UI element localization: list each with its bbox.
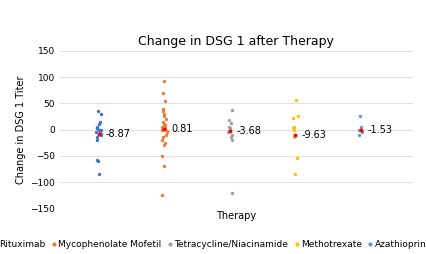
- Point: [290, 116, 296, 120]
- Title: Change in DSG 1 after Therapy: Change in DSG 1 after Therapy: [138, 35, 334, 48]
- Point: [161, 127, 168, 131]
- Point: [161, 79, 167, 83]
- Point: [160, 112, 167, 116]
- Point: [164, 130, 170, 134]
- Text: -1.53: -1.53: [367, 125, 392, 135]
- Point: [229, 107, 236, 112]
- Point: [291, 172, 298, 176]
- Point: [163, 129, 170, 133]
- Point: [160, 91, 167, 95]
- Point: [97, 129, 104, 133]
- Point: [94, 138, 101, 142]
- Point: [97, 133, 104, 137]
- Point: [291, 125, 297, 129]
- Point: [98, 132, 105, 136]
- Point: [356, 128, 363, 132]
- Point: [227, 121, 234, 125]
- Point: [228, 190, 235, 195]
- Y-axis label: Change in DSG 1 Titer: Change in DSG 1 Titer: [16, 75, 26, 184]
- Text: -9.63: -9.63: [302, 130, 327, 140]
- Point: [291, 135, 298, 139]
- Point: [161, 123, 168, 127]
- X-axis label: Therapy: Therapy: [216, 211, 256, 221]
- Point: [98, 128, 104, 132]
- Point: [290, 126, 296, 131]
- Point: [359, 130, 366, 134]
- Point: [161, 143, 167, 147]
- Point: [227, 126, 233, 131]
- Point: [161, 114, 167, 118]
- Point: [94, 158, 101, 162]
- Point: [159, 120, 166, 124]
- Point: [291, 128, 298, 132]
- Point: [159, 154, 166, 158]
- Point: [356, 114, 363, 118]
- Point: [161, 164, 168, 168]
- Point: [357, 128, 364, 132]
- Point: [162, 117, 169, 121]
- Point: [159, 126, 166, 131]
- Legend: Rituximab, Mycophenolate Mofetil, Tetracycline/Niacinamide, Methotrexate, Azathi: Rituximab, Mycophenolate Mofetil, Tetrac…: [0, 241, 426, 249]
- Point: [95, 132, 102, 136]
- Point: [162, 141, 169, 145]
- Point: [294, 156, 300, 161]
- Point: [96, 122, 103, 126]
- Point: [94, 125, 101, 129]
- Point: [225, 125, 232, 129]
- Point: [159, 138, 166, 142]
- Point: [95, 109, 102, 113]
- Point: [228, 135, 235, 139]
- Point: [94, 135, 101, 139]
- Point: [229, 138, 236, 142]
- Point: [159, 128, 166, 132]
- Point: [160, 135, 167, 139]
- Point: [95, 159, 101, 163]
- Point: [94, 126, 101, 130]
- Point: [96, 172, 103, 176]
- Point: [292, 133, 299, 137]
- Point: [158, 125, 165, 129]
- Point: [293, 98, 299, 102]
- Point: [225, 118, 232, 122]
- Point: [161, 126, 168, 130]
- Point: [163, 133, 170, 137]
- Text: -8.87: -8.87: [106, 129, 130, 139]
- Point: [291, 133, 298, 137]
- Point: [160, 109, 167, 113]
- Point: [159, 106, 166, 110]
- Text: -3.68: -3.68: [236, 126, 261, 136]
- Point: [93, 126, 100, 131]
- Point: [161, 122, 168, 126]
- Point: [294, 114, 301, 118]
- Point: [227, 130, 233, 134]
- Text: 0.81: 0.81: [171, 124, 192, 134]
- Point: [93, 130, 100, 134]
- Point: [161, 99, 168, 103]
- Point: [98, 112, 105, 116]
- Point: [227, 128, 233, 132]
- Point: [355, 133, 362, 137]
- Point: [97, 120, 104, 124]
- Point: [158, 193, 165, 197]
- Point: [229, 133, 236, 137]
- Point: [96, 128, 103, 132]
- Point: [225, 130, 232, 134]
- Point: [358, 125, 365, 129]
